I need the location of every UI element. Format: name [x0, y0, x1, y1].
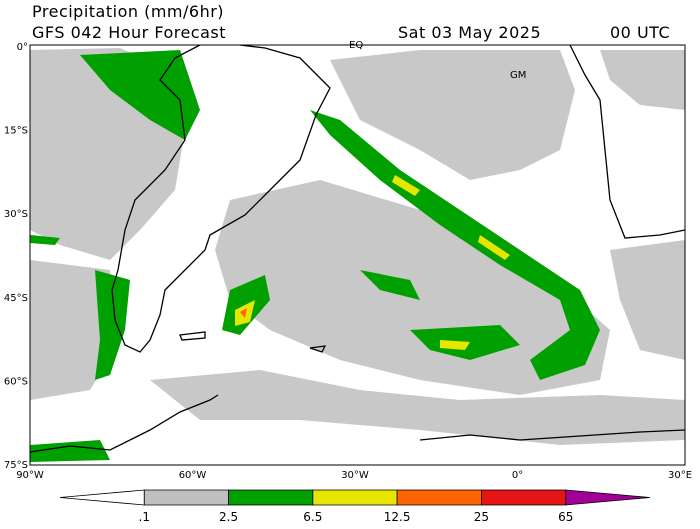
lon-label: 30°W: [341, 470, 369, 481]
lat-label: 60°S: [4, 376, 28, 387]
colorbar-label: 25: [474, 510, 489, 524]
colorbar: .1 2.5 6.5 12.5 25 65: [59, 489, 651, 524]
place-label: GM: [510, 70, 526, 81]
lon-label: 30°E: [668, 470, 692, 481]
colorbar-label: 2.5: [219, 510, 238, 524]
colorbar-segment: [396, 489, 482, 506]
lon-label: 90°W: [16, 470, 44, 481]
date: Sat 03 May 2025: [398, 23, 541, 42]
lat-label: 45°S: [4, 293, 28, 304]
title: Precipitation (mm/6hr): [32, 2, 224, 21]
map: EQ GM: [29, 40, 686, 466]
colorbar-label: 12.5: [384, 510, 411, 524]
colorbar-label: 6.5: [303, 510, 322, 524]
colorbar-segment: [59, 489, 145, 506]
intense-precip: [240, 308, 247, 318]
place-label: EQ: [349, 40, 363, 51]
colorbar-segment: [143, 489, 229, 506]
colorbar-label: 65: [558, 510, 573, 524]
lat-label: 15°S: [4, 126, 28, 137]
colorbar-segment: [228, 489, 314, 506]
moderate-precip: [30, 50, 600, 462]
lat-label: 0°: [17, 42, 28, 53]
colorbar-segment: [481, 489, 567, 506]
lon-label: 0°: [512, 470, 523, 481]
colorbar-segment: [565, 489, 651, 506]
time: 00 UTC: [610, 23, 670, 42]
subtitle: GFS 042 Hour Forecast: [32, 23, 226, 42]
map-frame: [29, 44, 686, 466]
colorbar-label: .1: [139, 510, 150, 524]
lat-label: 30°S: [4, 209, 28, 220]
lon-label: 60°W: [179, 470, 207, 481]
coastlines: [29, 44, 686, 453]
colorbar-segment: [312, 489, 398, 506]
lat-label: 75°S: [4, 460, 28, 471]
